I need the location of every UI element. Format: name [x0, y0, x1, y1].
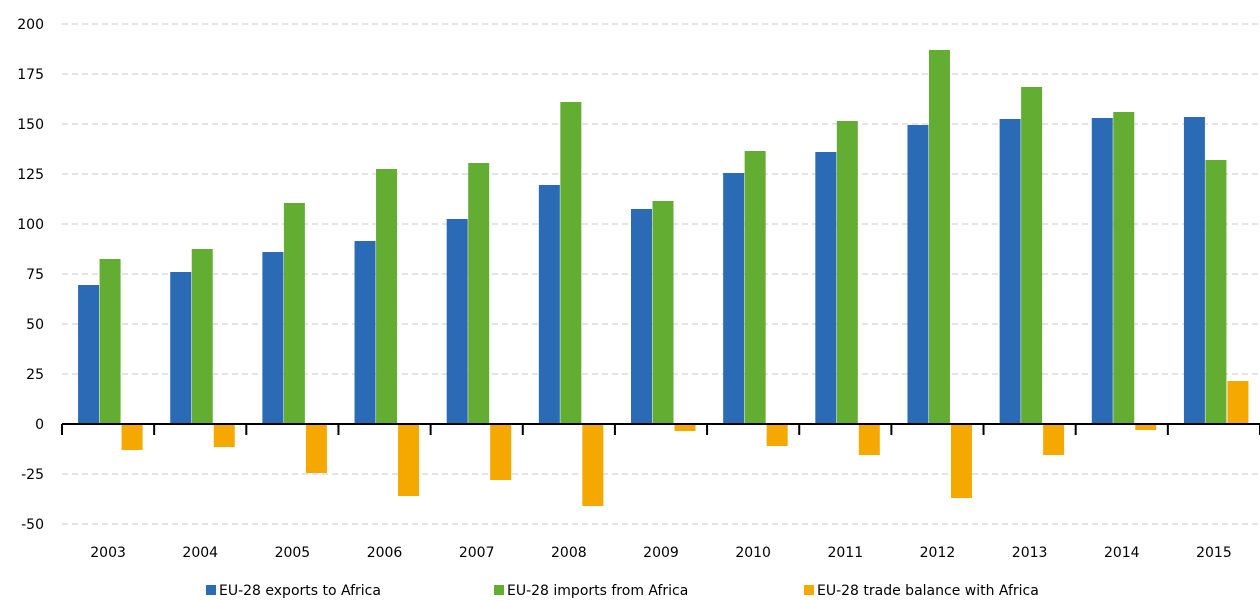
- x-tick-label: 2005: [275, 545, 311, 561]
- bar: [468, 163, 490, 424]
- legend-swatch: [494, 585, 504, 595]
- legend-swatch: [804, 585, 814, 595]
- bar: [283, 203, 305, 424]
- x-tick-label: 2014: [1104, 545, 1140, 561]
- y-tick-label: -25: [21, 467, 44, 483]
- y-tick-label: 100: [17, 217, 44, 233]
- y-tick-label: 0: [35, 417, 44, 433]
- bar: [723, 173, 745, 424]
- legend: EU-28 exports to Africa EU-28 imports fro…: [206, 583, 1039, 599]
- bar: [398, 424, 420, 496]
- bar: [836, 121, 858, 424]
- x-tick-label: 2003: [90, 545, 126, 561]
- bar: [170, 272, 192, 424]
- bar: [305, 424, 327, 473]
- legend-label: EU-28 imports from Africa: [507, 583, 688, 599]
- x-tick-label: 2011: [827, 545, 863, 561]
- y-tick-label: 150: [17, 117, 44, 133]
- bar: [354, 241, 376, 424]
- bar: [213, 424, 235, 447]
- bar: [674, 424, 696, 431]
- bar: [538, 185, 560, 424]
- y-tick-label: 125: [17, 167, 44, 183]
- y-tick-label: 50: [26, 317, 44, 333]
- bar: [78, 285, 100, 424]
- x-tick-label: 2013: [1012, 545, 1048, 561]
- legend-label: EU-28 trade balance with Africa: [817, 583, 1039, 599]
- x-tick-label: 2009: [643, 545, 679, 561]
- x-tick-label: 2010: [735, 545, 771, 561]
- bar: [1113, 112, 1135, 424]
- x-tick-label: 2007: [459, 545, 495, 561]
- bar: [858, 424, 880, 455]
- bar: [999, 119, 1021, 424]
- y-tick-label: 25: [26, 367, 44, 383]
- y-tick-label: 175: [17, 67, 44, 83]
- bar: [744, 151, 766, 424]
- bar: [560, 102, 582, 424]
- bar: [1227, 381, 1249, 424]
- bar: [652, 201, 674, 424]
- y-tick-label: -50: [21, 517, 44, 533]
- bar: [907, 125, 929, 424]
- axis-layer: [61, 423, 1260, 435]
- x-tick-label: 2006: [367, 545, 403, 561]
- bar: [262, 252, 284, 424]
- legend-swatch: [206, 585, 216, 595]
- legend-label: EU-28 exports to Africa: [219, 583, 381, 599]
- bar: [766, 424, 788, 446]
- x-tick-label: 2012: [920, 545, 956, 561]
- bars-layer: [78, 50, 1249, 506]
- x-tick-label: 2008: [551, 545, 587, 561]
- bar: [582, 424, 604, 506]
- bar: [191, 249, 213, 424]
- bar: [376, 169, 398, 424]
- y-tick-label: 200: [17, 17, 44, 33]
- y-tick-labels: 200 175 150 125 100 75 50 25 0 -25 -50: [17, 17, 44, 533]
- bar: [1135, 424, 1157, 430]
- bar: [950, 424, 972, 498]
- x-tick-labels: 2003 2004 2005 2006 2007 2008 2009 2010 2011 2012…: [90, 545, 1231, 561]
- bar: [1043, 424, 1065, 455]
- bar: [928, 50, 950, 424]
- bar: [1183, 117, 1205, 424]
- x-tick-label: 2004: [182, 545, 218, 561]
- bar: [99, 259, 121, 424]
- bar: [1091, 118, 1113, 424]
- bar: [631, 209, 652, 424]
- y-tick-label: 75: [26, 267, 44, 283]
- bar: [815, 152, 837, 424]
- x-tick-label: 2015: [1196, 545, 1232, 561]
- bar: [490, 424, 512, 480]
- bar: [1021, 87, 1043, 424]
- bar: [446, 219, 468, 424]
- bar: [121, 424, 143, 450]
- bar: [1205, 160, 1227, 424]
